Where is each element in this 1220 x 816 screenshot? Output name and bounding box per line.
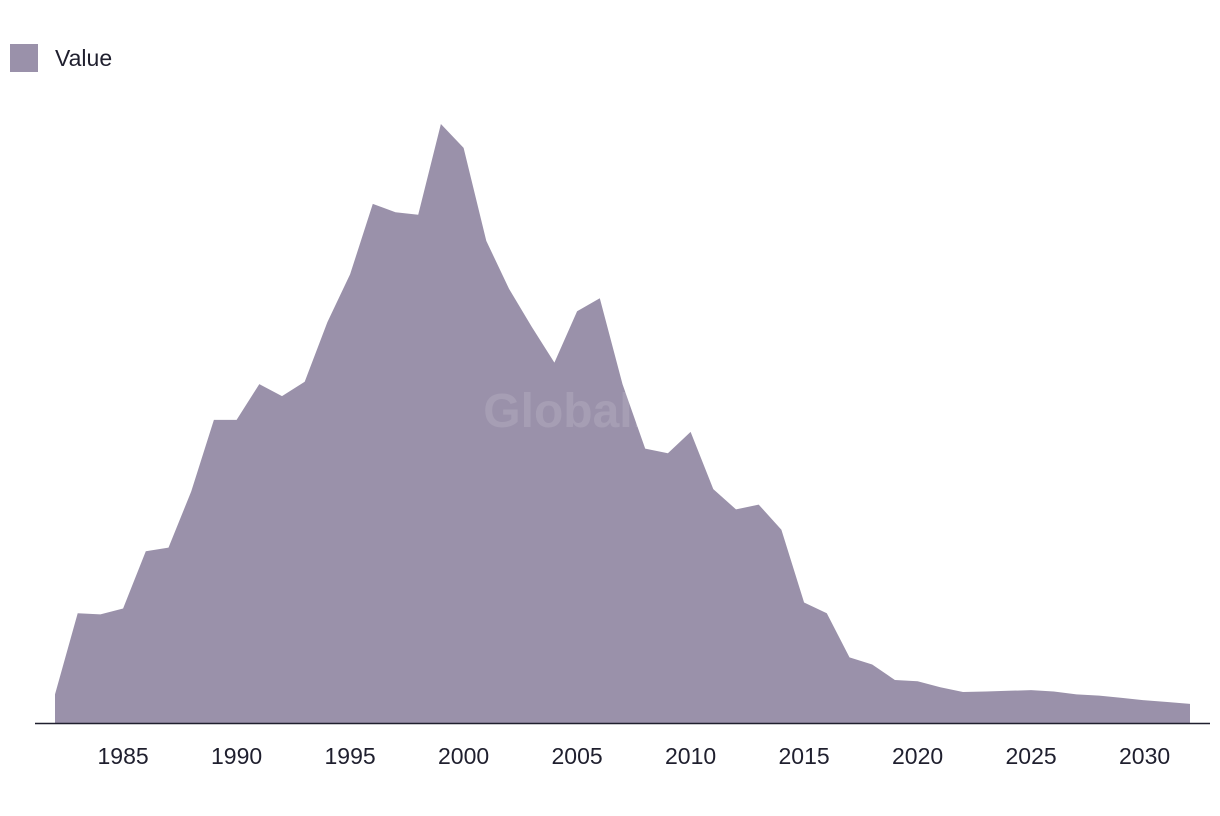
x-tick-label: 1995 — [325, 743, 376, 769]
x-tick-label: 2000 — [438, 743, 489, 769]
x-tick-label: 2010 — [665, 743, 716, 769]
x-tick-label: 1985 — [98, 743, 149, 769]
legend: Value — [10, 44, 112, 72]
x-tick-label: 2020 — [892, 743, 943, 769]
x-tick-label: 2025 — [1006, 743, 1057, 769]
x-tick-label: 1990 — [211, 743, 262, 769]
plot-area — [55, 124, 1190, 723]
series-area-value — [55, 124, 1190, 723]
x-tick-label: 2005 — [552, 743, 603, 769]
legend-label: Value — [55, 44, 113, 71]
watermark: GlobalData — [483, 385, 737, 438]
x-tick-label: 2015 — [779, 743, 830, 769]
x-tick-label: 2030 — [1119, 743, 1170, 769]
legend-swatch — [10, 44, 38, 72]
x-axis-ticks: 1985 1990 1995 2000 2005 2010 2015 2020 2025 2030 — [98, 743, 1171, 769]
